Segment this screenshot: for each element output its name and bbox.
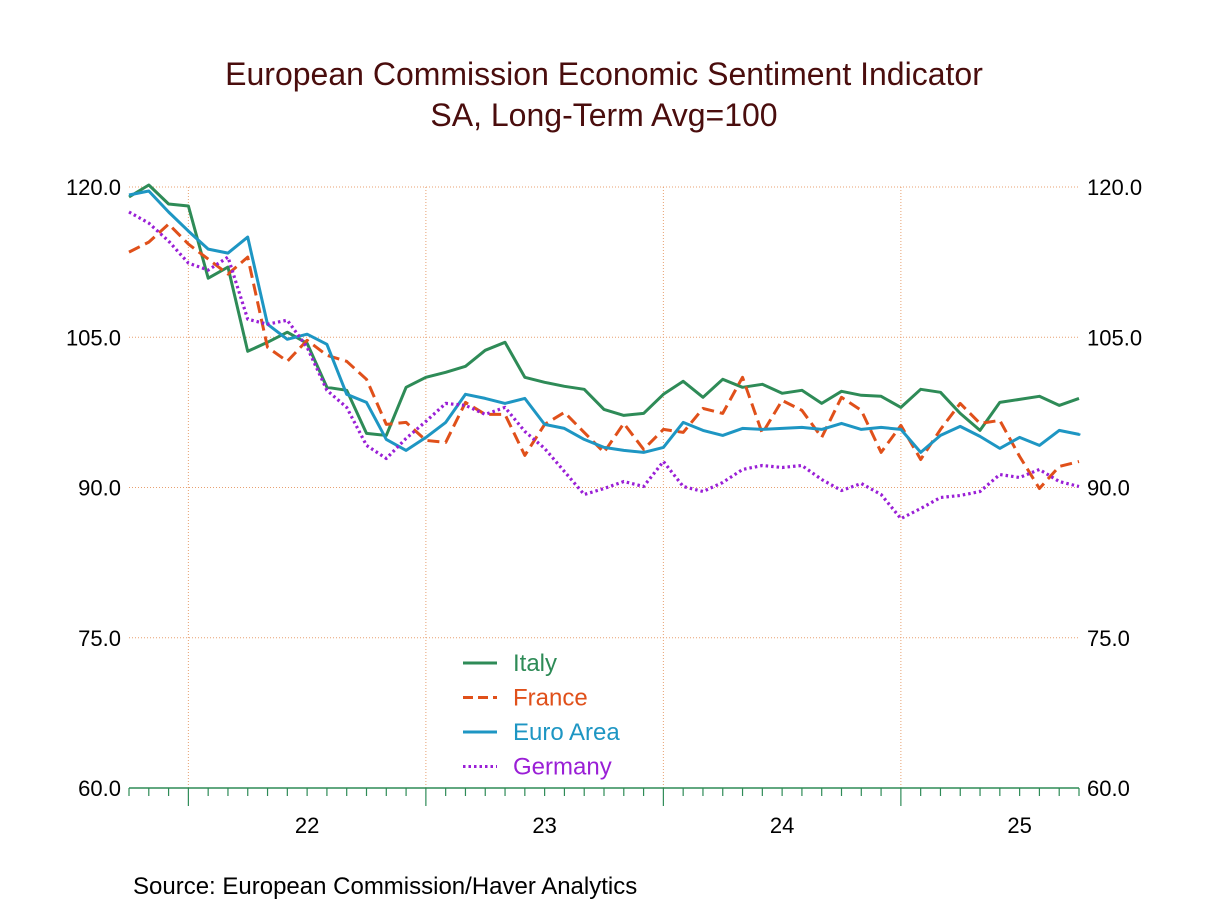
x-tick-label-0: 22: [295, 813, 319, 838]
y-tick-right-2: 90.0: [1087, 476, 1130, 501]
x-axis-ticks: 22 23 24 25: [295, 813, 1032, 838]
chart-subtitle: SA, Long-Term Avg=100: [430, 97, 777, 133]
x-tick-label-2: 24: [770, 813, 794, 838]
y-tick-left-0: 120.0: [66, 175, 121, 200]
legend: Italy France Euro Area Germany: [463, 650, 620, 781]
y-tick-right-1: 105.0: [1087, 325, 1142, 350]
source-note: Source: European Commission/Haver Analyt…: [133, 873, 637, 900]
axes: [128, 787, 1080, 806]
legend-label-germany: Germany: [513, 754, 612, 781]
legend-label-france: France: [513, 685, 588, 712]
series-line-italy: [128, 183, 1080, 437]
y-tick-left-2: 90.0: [78, 476, 121, 501]
y-tick-right-3: 75.0: [1087, 626, 1130, 651]
y-tick-left-1: 105.0: [66, 325, 121, 350]
series-line-germany: [128, 210, 1080, 521]
series-line-france: [128, 222, 1080, 490]
series-line-euro-area: [128, 189, 1081, 454]
y-tick-left-3: 75.0: [78, 626, 121, 651]
y-axis-right-ticks: 120.0 105.0 90.0 75.0 60.0: [1087, 175, 1142, 801]
legend-label-euro-area: Euro Area: [513, 719, 620, 746]
y-tick-right-0: 120.0: [1087, 175, 1142, 200]
x-tick-label-1: 23: [532, 813, 556, 838]
y-axis-left-ticks: 120.0 105.0 90.0 75.0 60.0: [66, 175, 121, 801]
chart-title: European Commission Economic Sentiment I…: [225, 56, 983, 92]
legend-label-italy: Italy: [513, 650, 557, 677]
series-lines: [128, 183, 1081, 521]
y-tick-left-4: 60.0: [78, 776, 121, 801]
gridlines: [129, 186, 1079, 788]
x-tick-label-3: 25: [1007, 813, 1031, 838]
y-tick-right-4: 60.0: [1087, 776, 1130, 801]
